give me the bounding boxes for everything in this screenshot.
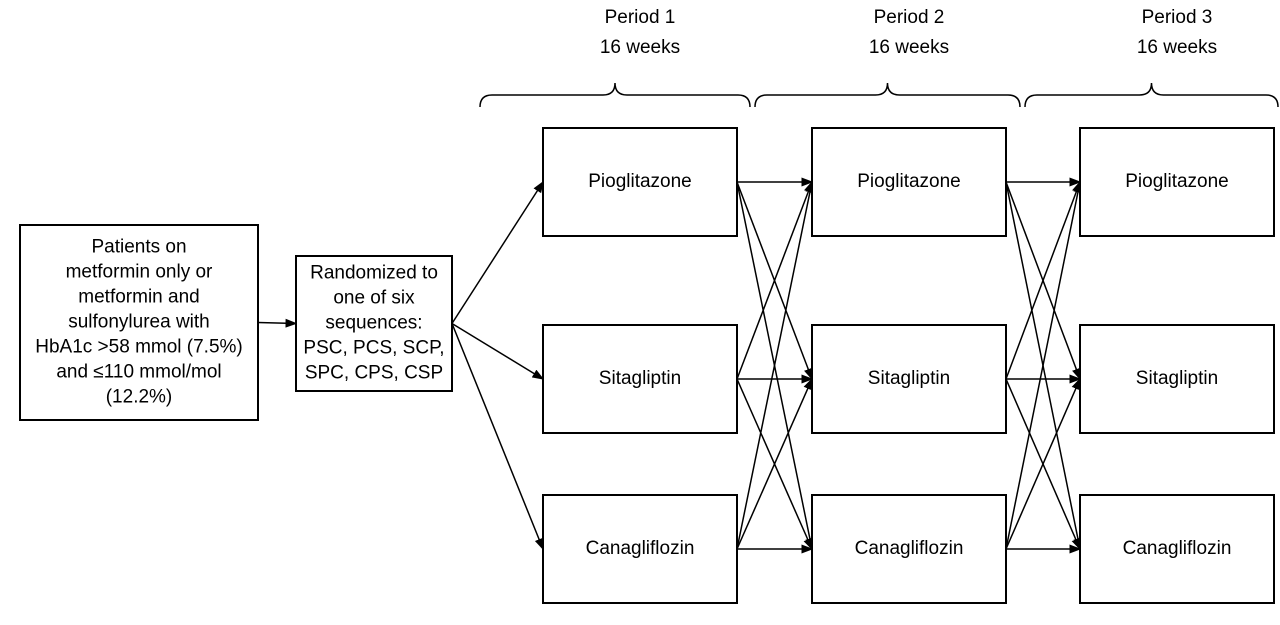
node-label: Sitagliptin [868, 368, 950, 389]
node-label: Canagliflozin [586, 538, 695, 559]
node-label: Pioglitazone [588, 171, 692, 192]
flow-edge [452, 324, 543, 550]
flow-edge [258, 323, 296, 324]
node-label: Canagliflozin [1123, 538, 1232, 559]
flow-node-p3a: Pioglitazone [1080, 128, 1274, 236]
node-label: Pioglitazone [1125, 171, 1229, 192]
period-bracket [1025, 83, 1278, 107]
node-label: Pioglitazone [857, 171, 961, 192]
flow-node-p1b: Sitagliptin [543, 325, 737, 433]
node-label: Sitagliptin [1136, 368, 1218, 389]
node-label: PSC, PCS, SCP, [303, 338, 444, 359]
node-label: Canagliflozin [855, 538, 964, 559]
node-label: sulfonylurea with [68, 312, 210, 333]
flow-node-start: Patients on metformin only or metformin an… [20, 225, 258, 420]
period-title: Period 3 [1142, 7, 1213, 28]
period-bracket [755, 83, 1020, 107]
flow-node-p3b: Sitagliptin [1080, 325, 1274, 433]
flow-node-p3c: Canagliflozin [1080, 495, 1274, 603]
period-title: Period 2 [874, 7, 945, 28]
flow-edge [452, 324, 543, 380]
period-duration: 16 weeks [1137, 37, 1217, 58]
node-label: Randomized to [310, 263, 438, 284]
node-label: one of six [333, 288, 415, 309]
node-label: metformin only or [66, 262, 213, 283]
period-bracket [480, 83, 750, 107]
flow-node-p1a: Pioglitazone [543, 128, 737, 236]
flow-node-p2c: Canagliflozin [812, 495, 1006, 603]
node-label: metformin and [78, 287, 199, 308]
node-label: sequences: [325, 313, 422, 334]
node-label: and ≤110 mmol/mol [56, 362, 221, 383]
flow-node-p1c: Canagliflozin [543, 495, 737, 603]
period-title: Period 1 [605, 7, 676, 28]
node-label: SPC, CPS, CSP [305, 363, 443, 384]
flow-node-p2b: Sitagliptin [812, 325, 1006, 433]
flow-node-p2a: Pioglitazone [812, 128, 1006, 236]
node-label: Sitagliptin [599, 368, 681, 389]
flow-edge [452, 182, 543, 324]
period-duration: 16 weeks [600, 37, 680, 58]
node-label: HbA1c >58 mmol (7.5%) [35, 337, 243, 358]
period-duration: 16 weeks [869, 37, 949, 58]
flow-node-random: Randomized to one of six sequences: PSC, PC… [296, 256, 452, 391]
node-label: Patients on [91, 237, 186, 258]
study-design-flowchart: Period 1 16 weeks Period 2 16 weeks Period 3… [0, 0, 1280, 625]
node-label: (12.2%) [106, 387, 173, 408]
